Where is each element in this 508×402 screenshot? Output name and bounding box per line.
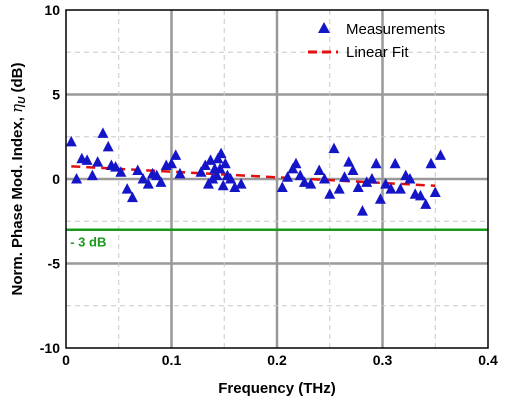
data-point bbox=[282, 171, 294, 182]
data-point bbox=[71, 173, 83, 184]
data-point bbox=[294, 169, 306, 181]
data-point bbox=[343, 156, 355, 167]
data-point bbox=[425, 157, 437, 169]
data-point bbox=[97, 127, 109, 138]
data-point bbox=[235, 178, 247, 189]
data-point bbox=[318, 173, 330, 184]
y-axis-label-subscript: U bbox=[17, 96, 28, 104]
data-point bbox=[313, 164, 325, 176]
data-point bbox=[155, 176, 167, 187]
y-tick-labels: -10 -5 0 5 10 bbox=[40, 2, 60, 356]
data-point bbox=[142, 178, 154, 189]
legend: Measurements Linear Fit bbox=[308, 21, 445, 61]
y-tick-label: 5 bbox=[52, 87, 60, 103]
x-tick-label: 0.1 bbox=[162, 352, 182, 368]
plot-frame bbox=[65, 9, 489, 349]
y-tick-label: -10 bbox=[40, 340, 60, 356]
y-axis-label-symbol: η bbox=[8, 104, 26, 113]
data-point bbox=[195, 166, 207, 177]
data-point bbox=[414, 189, 426, 201]
data-point bbox=[339, 171, 351, 182]
data-point bbox=[215, 147, 227, 159]
data-point bbox=[394, 183, 406, 194]
y-axis-label: Norm. Phase Mod. Index, ηU (dB) bbox=[8, 63, 28, 296]
data-point bbox=[380, 178, 392, 189]
threshold-label: - 3 dB bbox=[70, 235, 106, 250]
data-point bbox=[86, 169, 98, 181]
data-point bbox=[352, 181, 364, 192]
x-axis-label: Frequency (THz) bbox=[218, 380, 336, 397]
data-point bbox=[132, 164, 144, 176]
data-point bbox=[370, 157, 382, 169]
data-point bbox=[435, 149, 447, 160]
data-point bbox=[385, 183, 397, 194]
data-point bbox=[166, 157, 177, 169]
data-point bbox=[65, 135, 77, 147]
data-point bbox=[219, 157, 231, 169]
data-point bbox=[429, 186, 441, 198]
data-point bbox=[305, 178, 317, 189]
data-point bbox=[276, 181, 288, 192]
legend-measurements-marker bbox=[318, 22, 330, 33]
data-point bbox=[420, 198, 432, 209]
data-point bbox=[347, 164, 359, 176]
x-tick-labels: 0 0.1 0.2 0.3 0.4 bbox=[62, 352, 498, 368]
data-point bbox=[170, 149, 182, 160]
data-point bbox=[174, 167, 186, 179]
data-point bbox=[404, 173, 416, 184]
legend-linear-fit-label: Linear Fit bbox=[346, 44, 409, 61]
data-point bbox=[389, 157, 401, 169]
data-point bbox=[374, 193, 386, 204]
data-point bbox=[328, 142, 340, 154]
data-point bbox=[137, 173, 149, 184]
data-point bbox=[121, 183, 133, 194]
y-axis-label-suffix: (dB) bbox=[9, 63, 26, 97]
data-point bbox=[333, 183, 345, 194]
data-point bbox=[211, 169, 223, 181]
y-tick-label: 10 bbox=[44, 2, 60, 18]
data-point bbox=[110, 161, 122, 172]
annotation-layer: - 3 dB bbox=[66, 228, 488, 250]
data-point bbox=[102, 140, 114, 152]
data-point bbox=[366, 173, 378, 184]
data-point bbox=[290, 157, 302, 169]
y-tick-label: -5 bbox=[48, 256, 61, 272]
legend-measurements-label: Measurements bbox=[346, 21, 445, 38]
x-tick-label: 0.4 bbox=[478, 352, 498, 368]
data-point bbox=[81, 154, 93, 165]
data-point bbox=[217, 179, 229, 191]
x-tick-label: 0.2 bbox=[267, 352, 287, 368]
data-point bbox=[361, 176, 373, 187]
data-point bbox=[92, 156, 104, 167]
grid bbox=[66, 10, 488, 348]
x-tick-label: 0 bbox=[62, 352, 70, 368]
data-point bbox=[324, 188, 336, 199]
data-point bbox=[356, 205, 368, 216]
data-point bbox=[126, 191, 138, 203]
data-point bbox=[151, 169, 163, 181]
data-point bbox=[298, 176, 310, 187]
y-tick-label: 0 bbox=[52, 171, 60, 187]
data-point bbox=[229, 181, 241, 192]
x-tick-label: 0.3 bbox=[373, 352, 393, 368]
y-axis-label-prefix: Norm. Phase Mod. Index, bbox=[9, 113, 26, 296]
data-point bbox=[115, 166, 127, 177]
data-point bbox=[225, 173, 237, 184]
points-layer bbox=[65, 127, 447, 216]
